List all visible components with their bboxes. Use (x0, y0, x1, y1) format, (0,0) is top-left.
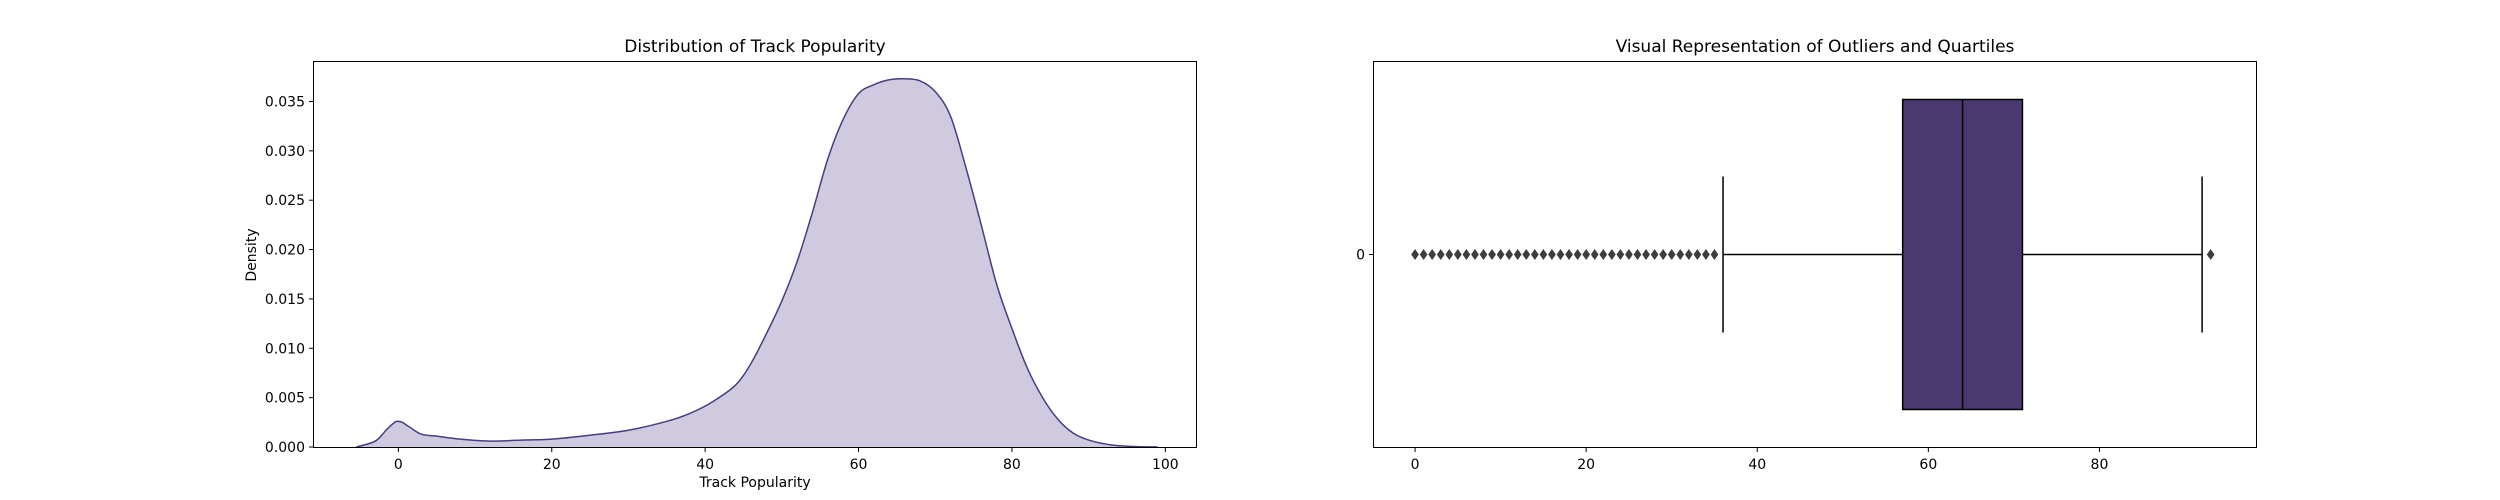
outlier-marker (1607, 248, 1616, 261)
kde-y-tick-label: 0.025 (265, 193, 305, 209)
outlier-marker (1462, 248, 1471, 261)
kde-x-axis-ticks: 0 20 40 60 80 100 (394, 447, 1179, 473)
outlier-marker (1411, 248, 1419, 261)
box-x-tick-label: 80 (2091, 457, 2109, 473)
outlier-marker (1667, 248, 1676, 261)
outlier-marker (1436, 248, 1445, 261)
box-x-tick-label: 0 (1411, 457, 1420, 473)
outlier-marker (1548, 248, 1556, 261)
kde-y-axis-label: Density (244, 228, 260, 281)
kde-y-tick-label: 0.020 (265, 243, 305, 259)
outlier-marker (1684, 248, 1693, 261)
outlier-marker (1479, 248, 1488, 261)
outlier-markers (1411, 248, 2215, 261)
outlier-marker (1625, 248, 1633, 261)
kde-x-axis-label: Track Popularity (698, 475, 810, 491)
kde-line (355, 77, 1158, 448)
outlier-marker (1522, 248, 1531, 261)
outlier-marker (1505, 248, 1514, 261)
kde-x-tick-label: 20 (543, 457, 561, 473)
kde-plot-frame (313, 61, 1197, 448)
outlier-marker (1488, 248, 1496, 261)
box-x-tick-label: 20 (1577, 457, 1595, 473)
box-y-tick-label: 0 (1356, 248, 1365, 264)
outlier-marker (1565, 248, 1573, 261)
outlier-marker (1710, 248, 1719, 261)
outlier-marker (1513, 248, 1522, 261)
kde-chart-title: Distribution of Track Popularity (624, 37, 885, 57)
kde-y-tick-label: 0.015 (265, 292, 305, 308)
outlier-marker (1693, 248, 1702, 261)
kde-x-tick-label: 0 (394, 457, 403, 473)
kde-x-tick-label: 40 (696, 457, 714, 473)
outlier-marker (1582, 248, 1591, 261)
outlier-marker (1556, 248, 1565, 261)
kde-y-tick-label: 0.005 (265, 391, 305, 407)
kde-y-tick-label: 0.010 (265, 341, 305, 357)
outlier-marker (1659, 248, 1668, 261)
kde-x-tick-label: 60 (850, 457, 868, 473)
box-chart-title: Visual Representation of Outliers and Qu… (1616, 37, 2015, 57)
box-chart: Visual Representation of Outliers and Qu… (1356, 37, 2257, 473)
kde-area (356, 78, 1158, 447)
outlier-marker (1599, 248, 1608, 261)
outlier-marker (1453, 248, 1462, 261)
outlier-marker (1702, 248, 1710, 261)
outlier-marker (1676, 248, 1685, 261)
kde-chart: Distribution of Track Popularity 0 20 40 60… (244, 37, 1197, 491)
outlier-marker (1616, 248, 1625, 261)
box-x-tick-label: 40 (1748, 457, 1766, 473)
kde-x-tick-label: 100 (1152, 457, 1179, 473)
box-x-tick-label: 60 (1919, 457, 1937, 473)
box-plot-frame (1373, 61, 2257, 448)
kde-y-tick-label: 0.000 (265, 440, 305, 456)
outlier-marker (1650, 248, 1659, 261)
outlier-marker (1642, 248, 1650, 261)
outlier-marker (2206, 248, 2215, 261)
outlier-marker (1471, 248, 1479, 261)
kde-y-tick-label: 0.035 (265, 94, 305, 110)
outlier-marker (1530, 248, 1539, 261)
kde-x-tick-label: 80 (1003, 457, 1021, 473)
outlier-marker (1633, 248, 1642, 261)
kde-y-tick-label: 0.030 (265, 144, 305, 160)
outlier-marker (1539, 248, 1548, 261)
outlier-marker (1573, 248, 1582, 261)
outlier-marker (1428, 248, 1437, 261)
kde-y-axis-ticks: 0.000 0.005 0.010 0.015 0.020 0.025 0.030 0.035 (265, 94, 314, 456)
outlier-marker (1496, 248, 1505, 261)
box-x-axis-ticks: 0 20 40 60 80 (1411, 447, 2109, 473)
outlier-marker (1590, 248, 1599, 261)
outlier-marker (1445, 248, 1454, 261)
outlier-marker (1419, 248, 1428, 261)
